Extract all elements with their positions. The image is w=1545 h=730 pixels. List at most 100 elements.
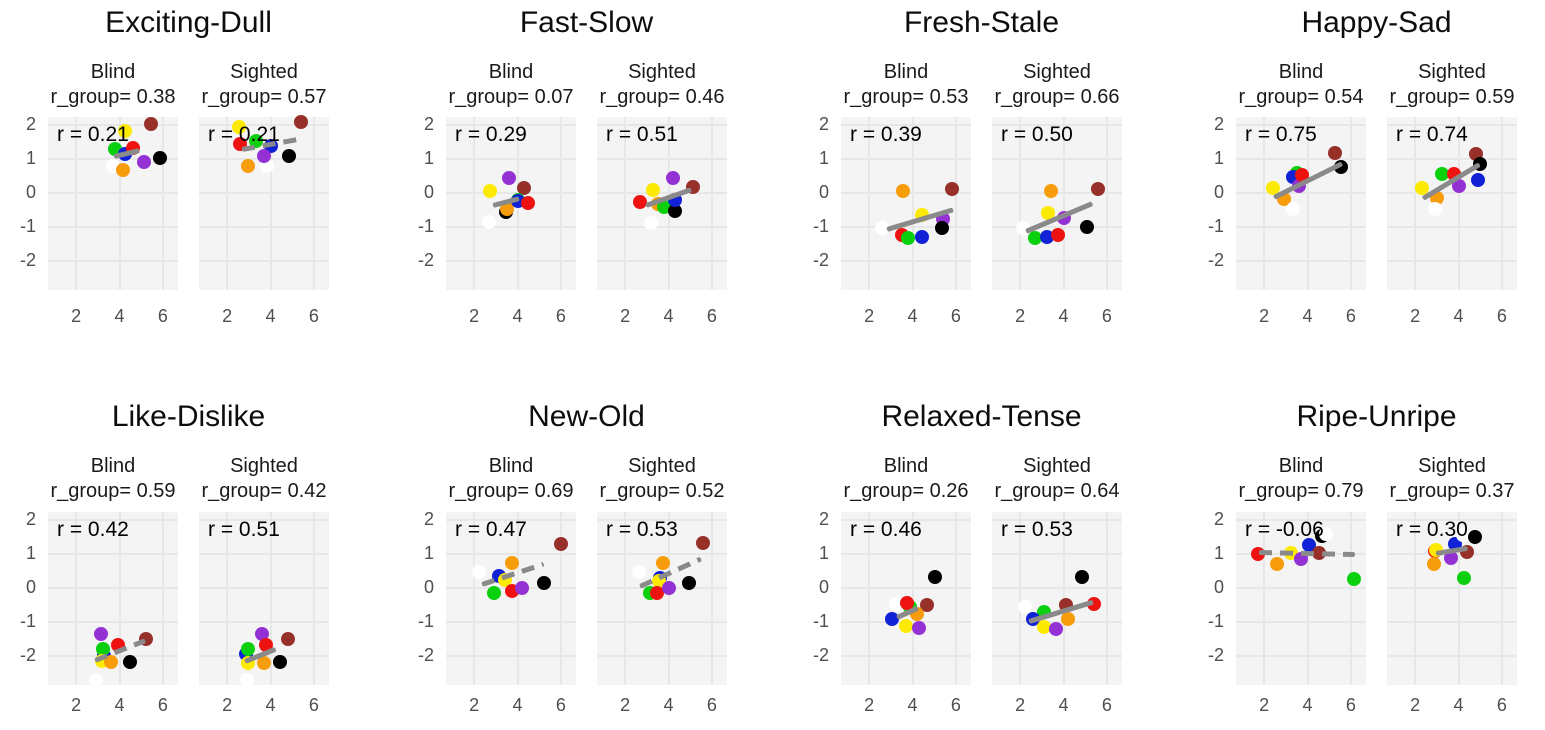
r-value-label: r = 0.50 <box>1001 123 1073 146</box>
x-tick-label: 6 <box>157 695 168 715</box>
data-point-white <box>1286 202 1301 217</box>
gridline-vertical <box>1019 117 1022 290</box>
data-point-black <box>281 149 296 163</box>
x-tick-label: 6 <box>950 695 961 715</box>
x-tick-label: 6 <box>555 695 566 715</box>
y-tick-label: -2 <box>1207 645 1224 666</box>
r-group-label: r_group= 0.42 <box>201 480 327 502</box>
gridline-vertical <box>954 512 957 685</box>
data-point-orange <box>115 163 130 178</box>
gridline-horizontal <box>841 519 971 522</box>
gridline-vertical <box>226 117 229 290</box>
gridline-vertical <box>624 512 627 685</box>
scatter-plot: r = 0.75 <box>1236 117 1366 290</box>
subplot-group-label: Blind <box>883 455 929 477</box>
x-tick-label: 2 <box>1015 695 1026 715</box>
gridline-horizontal <box>1387 587 1517 590</box>
gridline-horizontal <box>1236 587 1366 590</box>
gridline-horizontal <box>48 621 178 624</box>
y-tick-label: 1 <box>818 543 829 564</box>
gridline-vertical <box>710 512 713 685</box>
gridline-horizontal <box>446 158 576 161</box>
gridline-vertical <box>868 117 871 290</box>
panel-title: Ripe-Unripe <box>1296 400 1457 433</box>
panel-title: Like-Dislike <box>111 400 266 433</box>
data-point-yellow <box>232 120 247 135</box>
data-point-purple <box>665 171 680 186</box>
data-point-purple <box>137 155 152 170</box>
y-tick-label: 0 <box>1213 182 1224 203</box>
data-point-maroon <box>696 535 711 550</box>
data-point-purple <box>501 171 516 186</box>
x-tick-label: 2 <box>620 695 631 715</box>
x-tick-label: 4 <box>114 695 125 715</box>
y-tick-label: -1 <box>812 216 829 237</box>
r-group-label: r_group= 0.53 <box>843 86 969 108</box>
y-tick-label: 1 <box>1213 543 1224 564</box>
gridline-vertical <box>1349 512 1352 685</box>
gridline-vertical <box>1263 117 1266 290</box>
gridline-horizontal <box>446 655 576 658</box>
gridline-vertical <box>269 512 272 685</box>
x-tick-label: 6 <box>1101 306 1112 326</box>
r-group-label: r_group= 0.54 <box>1238 86 1364 108</box>
y-tick-label: -1 <box>19 216 36 237</box>
gridline-vertical <box>624 117 627 290</box>
data-point-purple <box>257 149 271 163</box>
data-point-purple <box>254 627 269 642</box>
x-tick-label: 4 <box>1302 306 1313 326</box>
x-tick-label: 4 <box>1058 306 1069 326</box>
data-point-white <box>471 565 486 580</box>
data-point-yellow <box>1037 619 1051 634</box>
r-group-label: r_group= 0.66 <box>994 86 1120 108</box>
scatter-plot: r = -0.06 <box>1236 512 1366 685</box>
data-point-orange <box>1043 183 1058 198</box>
gridline-vertical <box>1306 117 1309 290</box>
x-tick-label: 2 <box>864 695 875 715</box>
data-point-maroon <box>919 597 934 612</box>
gridline-horizontal <box>1236 124 1366 127</box>
y-tick-label: -1 <box>19 611 36 632</box>
gridline-horizontal <box>1236 260 1366 263</box>
data-point-purple <box>661 581 676 596</box>
gridline-horizontal <box>992 587 1122 590</box>
gridline-vertical <box>1263 512 1266 685</box>
scatter-plot: r = 0.74 <box>1387 117 1517 290</box>
gridline-horizontal <box>1236 519 1366 522</box>
r-value-label: r = 0.29 <box>455 123 527 146</box>
r-group-label: r_group= 0.26 <box>843 480 969 502</box>
panel-title: Fresh-Stale <box>903 6 1060 39</box>
gridline-horizontal <box>992 226 1122 229</box>
scatter-plot: r = 0.29 <box>446 117 576 290</box>
panel-title: Exciting-Dull <box>105 6 272 39</box>
y-tick-label: 2 <box>25 114 36 135</box>
data-point-red <box>649 586 664 601</box>
data-point-green <box>1435 167 1450 182</box>
x-tick-label: 2 <box>71 306 82 326</box>
data-point-orange <box>1060 611 1075 626</box>
gridline-horizontal <box>1387 226 1517 229</box>
y-tick-label: -1 <box>417 216 434 237</box>
trend-line <box>1258 549 1356 557</box>
gridline-horizontal <box>199 553 329 556</box>
data-point-purple <box>1443 550 1458 565</box>
data-point-white <box>482 215 497 230</box>
gridline-vertical <box>1500 117 1503 290</box>
data-point-yellow <box>646 183 661 198</box>
data-point-orange <box>1426 556 1441 571</box>
gridline-horizontal <box>1387 158 1517 161</box>
y-tick-label: -2 <box>1207 250 1224 271</box>
data-point-black <box>152 151 167 166</box>
gridline-horizontal <box>1387 124 1517 127</box>
x-tick-label: 4 <box>907 695 918 715</box>
y-tick-label: 0 <box>1213 577 1224 598</box>
x-tick-label: 2 <box>469 695 480 715</box>
data-point-maroon <box>1468 146 1483 161</box>
scatter-plot: r = 0.30 <box>1387 512 1517 685</box>
gridline-horizontal <box>446 519 576 522</box>
scatter-plot: r = 0.21 <box>199 115 329 290</box>
data-point-purple <box>94 627 109 642</box>
r-group-label: r_group= 0.59 <box>1389 86 1515 108</box>
gridline-horizontal <box>597 553 727 556</box>
